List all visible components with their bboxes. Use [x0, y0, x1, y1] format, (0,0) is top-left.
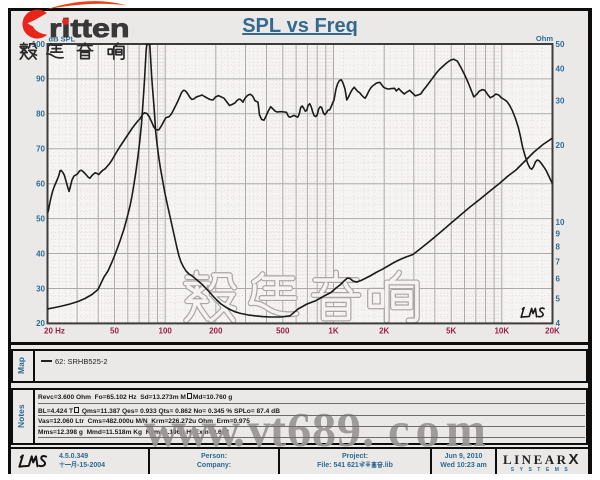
svg-text:100: 100 — [32, 40, 46, 49]
svg-text:90: 90 — [36, 75, 45, 84]
svg-text:40: 40 — [556, 65, 565, 74]
svg-text:ritten: ritten — [49, 14, 130, 43]
svg-text:200: 200 — [209, 327, 223, 336]
svg-text:20: 20 — [556, 141, 565, 150]
svg-text:9: 9 — [556, 230, 561, 239]
svg-text:30: 30 — [556, 96, 565, 105]
svg-text:30: 30 — [36, 284, 45, 293]
svg-text:100: 100 — [159, 327, 173, 336]
svg-text:20 Hz: 20 Hz — [44, 327, 65, 336]
svg-text:50: 50 — [110, 327, 119, 336]
svg-text:8: 8 — [556, 243, 561, 252]
svg-text:70: 70 — [36, 145, 45, 154]
svg-text:7: 7 — [556, 257, 561, 266]
svg-text:10: 10 — [556, 218, 565, 227]
svg-text:50: 50 — [36, 214, 45, 223]
svg-text:5: 5 — [556, 295, 561, 304]
svg-text:40: 40 — [36, 249, 45, 258]
svg-text:1K: 1K — [328, 327, 338, 336]
svg-text:80: 80 — [36, 110, 45, 119]
svg-text:50: 50 — [556, 40, 565, 49]
svg-text:6: 6 — [556, 274, 561, 283]
svg-text:dB SPL: dB SPL — [49, 35, 76, 44]
svg-text:20: 20 — [36, 319, 45, 328]
svg-text:5K: 5K — [446, 327, 456, 336]
svg-text:60: 60 — [36, 180, 45, 189]
svg-text:20K: 20K — [545, 327, 560, 336]
svg-text:2K: 2K — [379, 327, 389, 336]
svg-text:4: 4 — [556, 319, 561, 328]
svg-text:10K: 10K — [494, 327, 509, 336]
svg-text:Ohm: Ohm — [536, 34, 553, 43]
svg-text:500: 500 — [276, 327, 290, 336]
